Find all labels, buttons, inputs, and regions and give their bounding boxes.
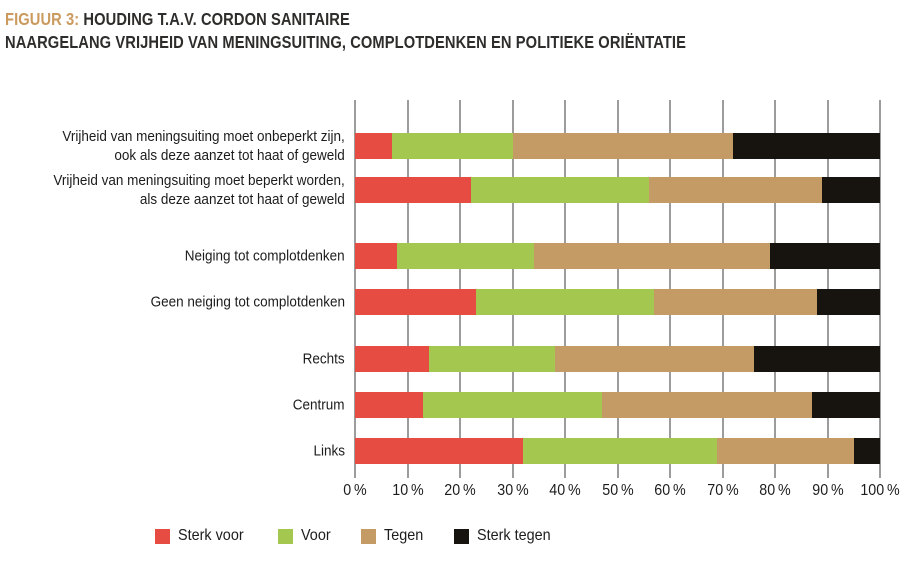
figure-subtitle-line2: NAARGELANG VRIJHEID VAN MENINGSUITING, C… — [5, 32, 686, 52]
category-label-geen-neiging-tot-complotdenken: Geen neiging tot complotdenken — [150, 293, 345, 311]
legend-label-tegen: Tegen — [383, 527, 424, 544]
legend-label-voor: Voor — [300, 527, 331, 544]
bar-segment-tegen — [717, 438, 854, 464]
bar-segment-sterk-voor — [355, 133, 392, 159]
bar-segment-voor — [428, 346, 555, 372]
category-label-vrijheid-van-meningsuiting-moet-beperkt-worden-als-deze-aanzet-tot-haat-of-geweld: Vrijheid van meningsuiting moet beperkt … — [53, 172, 345, 208]
bar-segment-sterk-tegen — [733, 133, 880, 159]
x-tick-label-50: 50 % — [601, 482, 634, 499]
legend-swatch-sterk-tegen — [454, 528, 470, 544]
legend-swatch-voor — [277, 528, 293, 544]
bar-segment-tegen — [533, 243, 770, 269]
bar-segment-sterk-voor — [355, 438, 523, 464]
bar-row-centrum — [355, 392, 880, 418]
x-tick-label-20: 20 % — [444, 482, 476, 499]
legend-item-tegen: Tegen — [360, 527, 428, 545]
bar-row-links — [355, 438, 880, 464]
bar-segment-voor — [397, 243, 534, 269]
legend-label-sterk-voor: Sterk voor — [178, 527, 244, 544]
bar-segment-tegen — [601, 392, 812, 418]
bar-row-rechts — [355, 346, 880, 372]
bar-segment-voor — [475, 289, 655, 315]
bar-segment-voor — [470, 177, 649, 203]
legend-label-sterk-tegen: Sterk tegen — [477, 527, 552, 544]
bar-segment-tegen — [554, 346, 754, 372]
bar-segment-sterk-tegen — [811, 392, 880, 418]
x-tick-label-60: 60 % — [654, 482, 686, 499]
legend: Sterk voor Voor Tegen Sterk tegen — [155, 527, 559, 545]
category-label-rechts: Rechts — [302, 350, 345, 368]
bar-segment-sterk-tegen — [853, 438, 880, 464]
bar-segment-tegen — [654, 289, 817, 315]
x-tick-label-80: 80 % — [759, 482, 791, 499]
x-tick-label-0: 0 % — [343, 482, 367, 499]
bar-segment-tegen — [649, 177, 823, 203]
bar-segment-sterk-voor — [355, 346, 429, 372]
x-tick-label-30: 30 % — [496, 482, 529, 499]
plot-area — [354, 100, 881, 478]
legend-item-sterk-tegen: Sterk tegen — [454, 527, 559, 545]
bar-row-vrijheid-van-meningsuiting-moet-beperkt-worden-als-deze-aanzet-tot-haat-of-geweld — [355, 177, 880, 203]
bar-segment-sterk-voor — [355, 243, 397, 269]
x-tick-label-40: 40 % — [549, 482, 581, 499]
legend-item-sterk-voor: Sterk voor — [155, 527, 251, 545]
bar-row-neiging-tot-complotdenken — [355, 243, 880, 269]
category-label-vrijheid-van-meningsuiting-moet-onbeperkt-zijn-ook-als-deze-aanzet-tot-haat-of-geweld: Vrijheid van meningsuiting moet onbeperk… — [62, 128, 345, 164]
x-tick-label-90: 90 % — [811, 482, 844, 499]
bar-segment-sterk-tegen — [769, 243, 880, 269]
x-tick-label-100: 100 % — [860, 482, 900, 499]
bar-segment-voor — [523, 438, 718, 464]
bar-segment-sterk-tegen — [817, 289, 880, 315]
bar-segment-sterk-voor — [355, 392, 424, 418]
bar-segment-tegen — [512, 133, 733, 159]
legend-item-voor: Voor — [277, 527, 334, 545]
bar-segment-sterk-voor — [355, 177, 471, 203]
figure-title-text: HOUDING T.A.V. CORDON SANITAIRE — [83, 9, 350, 29]
figure-title-line1: FIGUUR 3: HOUDING T.A.V. CORDON SANITAIR… — [5, 8, 350, 31]
gridline-100 — [879, 100, 881, 478]
category-label-centrum: Centrum — [293, 396, 345, 414]
bar-segment-sterk-voor — [355, 289, 476, 315]
bar-row-geen-neiging-tot-complotdenken — [355, 289, 880, 315]
bar-segment-voor — [391, 133, 513, 159]
x-tick-label-10: 10 % — [391, 482, 424, 499]
bar-row-vrijheid-van-meningsuiting-moet-onbeperkt-zijn-ook-als-deze-aanzet-tot-haat-of-geweld — [355, 133, 880, 159]
x-tick-label-70: 70 % — [706, 482, 739, 499]
category-label-links: Links — [313, 442, 345, 460]
category-label-neiging-tot-complotdenken: Neiging tot complotdenken — [185, 247, 345, 265]
figure-title: FIGUUR 3: HOUDING T.A.V. CORDON SANITAIR… — [5, 8, 816, 54]
bar-segment-sterk-tegen — [822, 177, 880, 203]
figure-number-label: FIGUUR 3: — [5, 9, 80, 29]
bar-segment-sterk-tegen — [754, 346, 880, 372]
bar-segment-voor — [423, 392, 602, 418]
legend-swatch-sterk-voor — [155, 528, 170, 544]
legend-swatch-tegen — [360, 528, 376, 544]
